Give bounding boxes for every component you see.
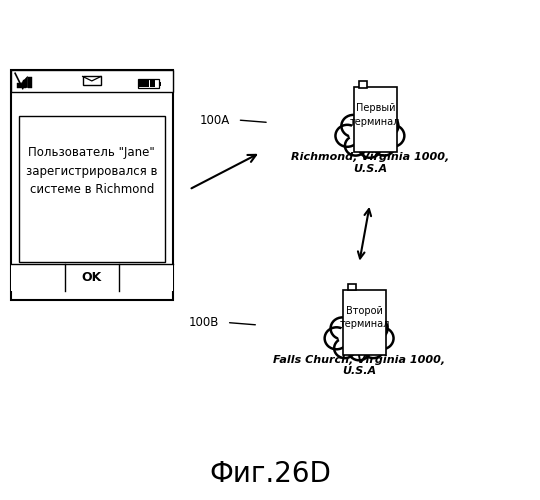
Text: 100B: 100B xyxy=(188,316,219,329)
Circle shape xyxy=(370,328,394,349)
Bar xyxy=(83,76,101,86)
Polygon shape xyxy=(17,76,27,88)
Bar xyxy=(359,81,367,87)
Bar xyxy=(343,290,386,355)
Circle shape xyxy=(334,338,355,358)
Bar xyxy=(139,80,144,87)
Circle shape xyxy=(335,125,359,147)
Bar xyxy=(144,80,149,87)
Circle shape xyxy=(364,318,388,340)
Text: Второй
терминал: Второй терминал xyxy=(339,306,390,329)
Circle shape xyxy=(348,340,370,360)
Bar xyxy=(19,116,165,262)
Circle shape xyxy=(341,115,365,137)
Bar xyxy=(159,82,161,86)
Bar xyxy=(11,70,173,92)
Bar xyxy=(354,88,397,152)
Bar xyxy=(138,80,159,88)
Circle shape xyxy=(343,310,375,338)
Text: Пользователь "Jane"
зарегистрировался в
системе в Richmond: Пользователь "Jane" зарегистрировался в … xyxy=(26,146,158,196)
Bar xyxy=(150,80,155,87)
Text: Richmond, Virginia 1000,
U.S.A: Richmond, Virginia 1000, U.S.A xyxy=(291,152,449,174)
Circle shape xyxy=(325,328,348,349)
Circle shape xyxy=(375,115,399,137)
Circle shape xyxy=(345,136,366,156)
Circle shape xyxy=(374,136,395,156)
Circle shape xyxy=(363,338,384,358)
Bar xyxy=(11,264,173,291)
Text: 100A: 100A xyxy=(199,114,230,126)
Text: Falls Church, Virginia 1000,
U.S.A: Falls Church, Virginia 1000, U.S.A xyxy=(273,355,445,376)
Text: Первый
терминал: Первый терминал xyxy=(350,104,401,126)
Circle shape xyxy=(381,125,404,147)
Circle shape xyxy=(359,138,381,158)
Circle shape xyxy=(354,107,386,136)
Ellipse shape xyxy=(339,322,379,350)
Text: Фиг.26D: Фиг.26D xyxy=(209,460,331,487)
Text: OK: OK xyxy=(82,271,102,284)
Circle shape xyxy=(330,318,354,340)
Ellipse shape xyxy=(350,120,390,148)
Bar xyxy=(17,83,21,88)
Bar xyxy=(11,70,173,300)
Bar xyxy=(28,78,32,88)
Bar xyxy=(348,284,356,290)
Bar xyxy=(23,80,26,88)
